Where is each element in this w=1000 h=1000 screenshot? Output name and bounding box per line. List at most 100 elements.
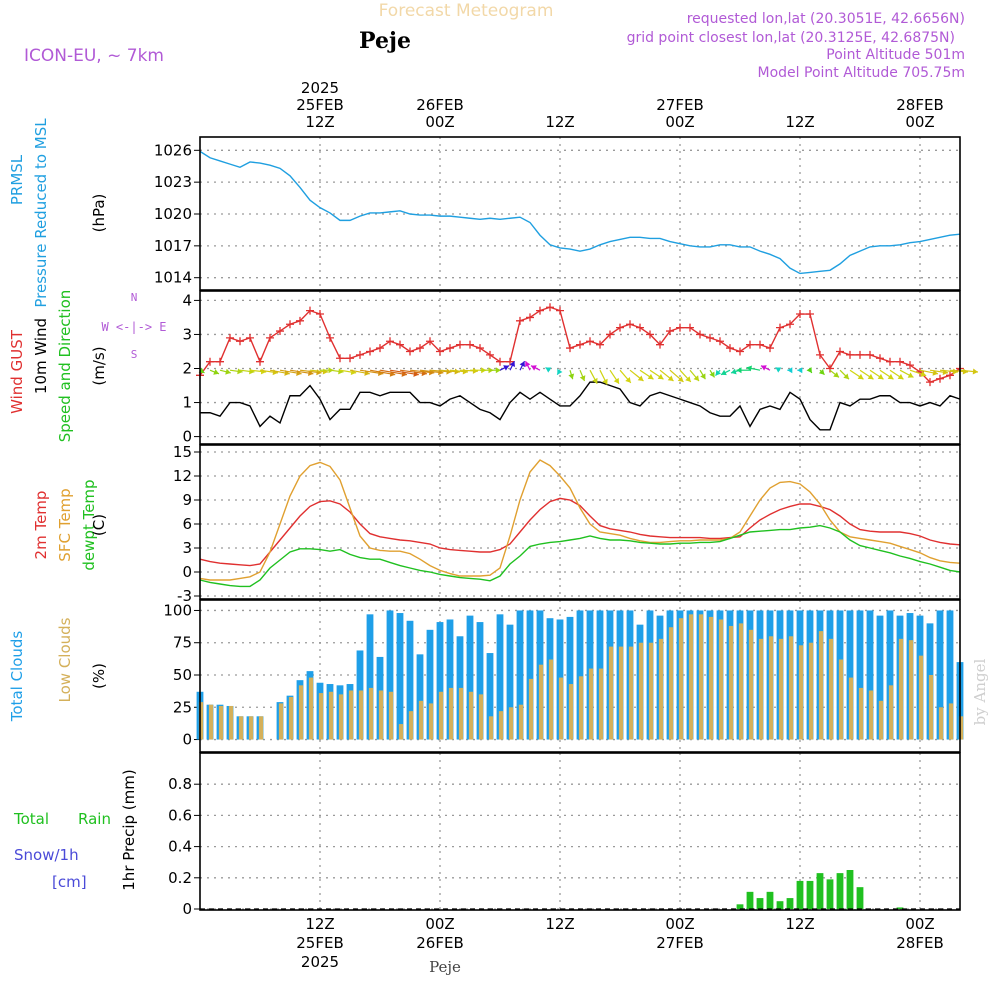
panel-label: PRMSL xyxy=(8,154,26,205)
gust-marker xyxy=(346,354,354,363)
wind-vector-head xyxy=(693,375,699,382)
gust-marker xyxy=(236,337,244,346)
bar-low-clouds xyxy=(558,677,564,740)
series-line-dewpt-temp xyxy=(199,524,961,588)
wind-vector-head xyxy=(806,367,812,373)
gust-marker xyxy=(816,350,824,359)
gust-marker xyxy=(276,327,284,336)
y-tick-label: 0 xyxy=(182,428,192,446)
top-time-hour: 00Z xyxy=(425,113,454,131)
gust-marker xyxy=(726,344,734,353)
gust-marker xyxy=(796,310,804,319)
bar-rain xyxy=(776,901,784,909)
wind-vector-head xyxy=(568,373,575,380)
gust-marker xyxy=(526,313,534,322)
y-tick-label: 1014 xyxy=(154,269,192,287)
gust-marker xyxy=(396,340,404,349)
wind-compass: W <-|-> E N S xyxy=(101,291,166,361)
panel-pressure: 1014 1017 1020 1023 1026 PRMSL Pressure Reduce… xyxy=(8,118,961,308)
bar-total-clouds xyxy=(516,610,524,740)
bar-low-clouds xyxy=(948,703,954,740)
y-tick-label: 3 xyxy=(182,325,192,343)
panel-clouds: 0 25 50 75 100 Total Clouds Low Clouds (%) xyxy=(8,599,964,753)
wind-vector-head xyxy=(833,371,839,378)
top-time-date: 25FEB xyxy=(296,96,343,114)
wind-vector-head xyxy=(685,376,691,382)
y-tick-label: 0.6 xyxy=(168,806,192,824)
wind-vector-head xyxy=(721,369,727,376)
wind-vector-head xyxy=(592,377,598,384)
y-tick-label: 1023 xyxy=(154,173,192,191)
bottom-time-date: 25FEB xyxy=(296,934,343,952)
bar-low-clouds xyxy=(888,685,894,740)
wind-vector-head xyxy=(677,376,684,382)
bar-low-clouds xyxy=(758,638,764,740)
gust-marker xyxy=(596,340,604,349)
gust-marker xyxy=(516,316,524,325)
bar-total-clouds xyxy=(526,610,534,740)
bar-low-clouds xyxy=(748,629,754,740)
location-title: Peje xyxy=(359,28,411,54)
bar-low-clouds xyxy=(638,642,644,740)
bar-total-clouds xyxy=(936,610,944,740)
gust-marker xyxy=(306,306,314,315)
bar-total-clouds xyxy=(886,610,894,740)
wind-vector-head xyxy=(602,378,608,385)
panel-frame xyxy=(199,599,961,753)
panel-precip: 0 0.2 0.4 0.6 0.8 Total Rain Snow/1h [cm] 1hr Pre… xyxy=(13,752,961,918)
bar-low-clouds xyxy=(478,694,484,740)
panel-label: dewpt Temp xyxy=(80,479,98,570)
bar-low-clouds xyxy=(508,707,514,740)
top-time-hour: 12Z xyxy=(305,113,334,131)
bar-rain xyxy=(746,891,754,909)
bar-low-clouds xyxy=(318,693,324,740)
requested-point: requested lon,lat (20.3051E, 42.6656N) xyxy=(687,11,965,27)
gust-marker xyxy=(826,364,834,373)
point-altitude: Point Altitude 501m xyxy=(826,47,965,63)
bar-low-clouds xyxy=(868,690,874,740)
bar-low-clouds xyxy=(718,619,724,740)
unit-label: (%) xyxy=(90,663,108,689)
bar-low-clouds xyxy=(488,716,494,740)
wind-vector-head xyxy=(545,367,552,373)
wind-vector-head xyxy=(761,365,767,371)
bar-low-clouds xyxy=(728,625,734,740)
wind-vector-head xyxy=(637,375,644,382)
panel-frame xyxy=(199,444,961,600)
wind-vector-head xyxy=(625,377,631,383)
y-tick-label: 0 xyxy=(182,900,192,918)
wind-vector-head xyxy=(797,367,803,374)
bar-low-clouds xyxy=(878,700,884,740)
wind-vector-head xyxy=(237,368,243,375)
gust-marker xyxy=(926,378,934,387)
bar-total-clouds xyxy=(566,616,574,740)
y-tick-label: 0 xyxy=(182,563,192,581)
gust-marker xyxy=(886,357,894,366)
bar-low-clouds xyxy=(598,668,604,740)
gust-marker xyxy=(496,357,504,366)
wind-vector-head xyxy=(877,373,884,380)
gust-marker xyxy=(606,330,614,339)
bar-rain xyxy=(736,904,744,909)
bar-total-clouds xyxy=(576,610,584,740)
gust-marker xyxy=(636,323,644,332)
bar-low-clouds xyxy=(288,696,294,740)
wind-vector-head xyxy=(272,369,278,376)
bar-low-clouds xyxy=(428,703,434,740)
wind-vector-head xyxy=(715,369,722,376)
bar-rain xyxy=(756,898,764,909)
bar-low-clouds xyxy=(588,668,594,740)
gust-marker xyxy=(316,310,324,319)
footer-location: Peje xyxy=(429,958,461,976)
gust-marker xyxy=(746,340,754,349)
bar-low-clouds xyxy=(938,707,944,740)
bar-low-clouds xyxy=(658,638,664,740)
gust-marker xyxy=(576,340,584,349)
panel-frame xyxy=(199,752,961,911)
grid-point: grid point closest lon,lat (20.3125E, 42… xyxy=(627,30,955,46)
top-time-hour: 12Z xyxy=(545,113,574,131)
gust-marker xyxy=(266,333,274,342)
bar-low-clouds xyxy=(198,702,204,740)
bar-low-clouds xyxy=(228,705,234,740)
